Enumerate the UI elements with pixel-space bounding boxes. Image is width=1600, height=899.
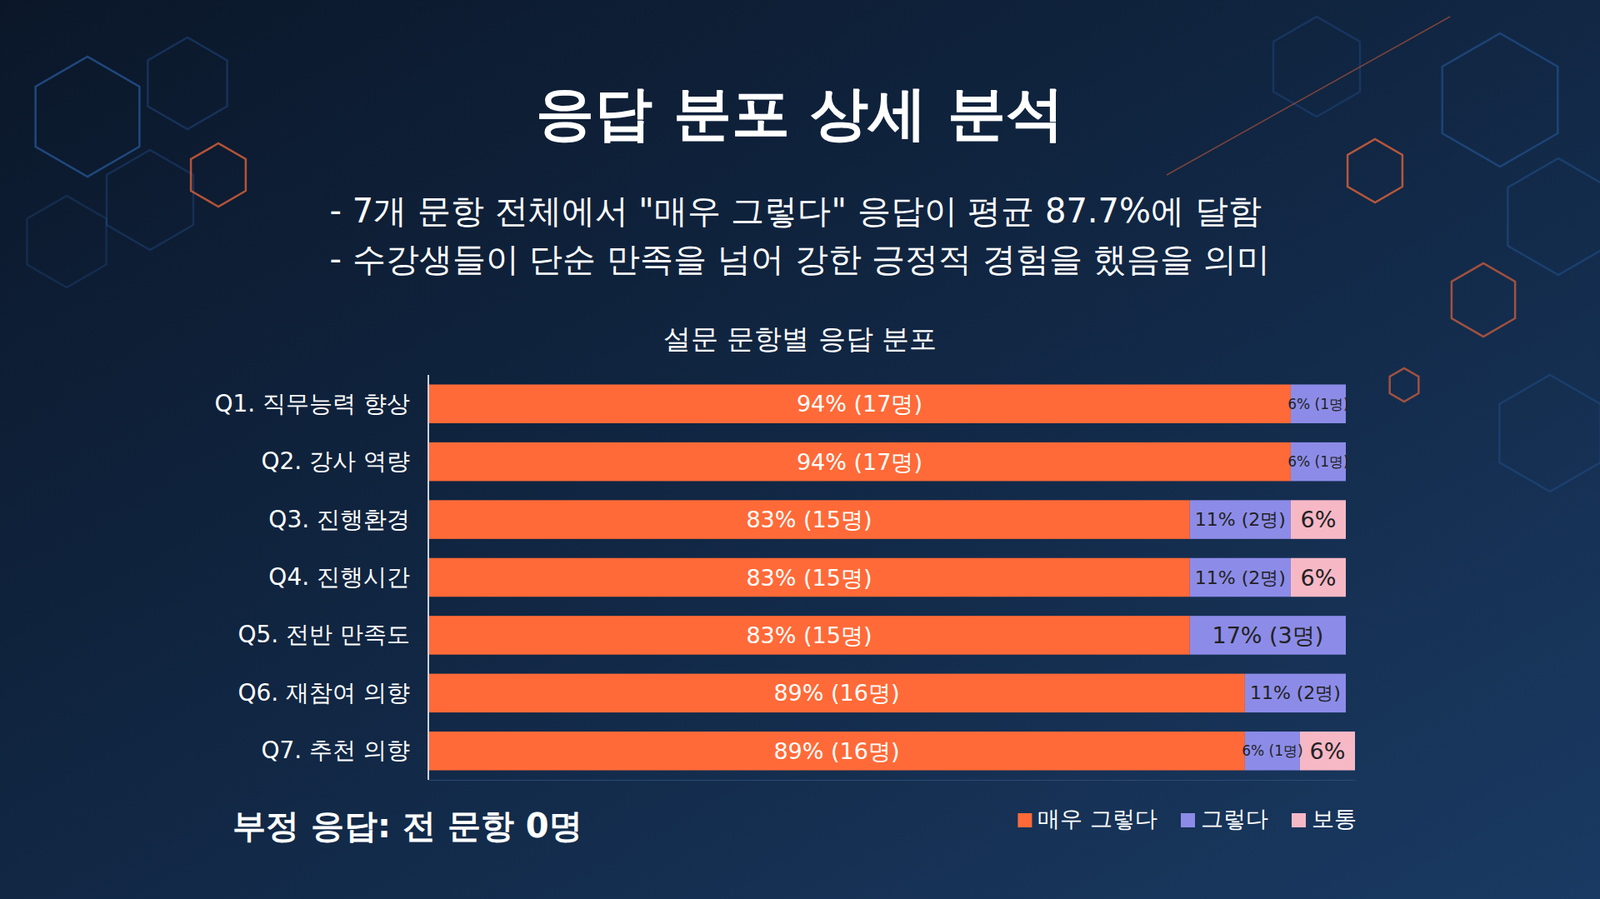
footnote: 부정 응답: 전 문항 0명	[232, 806, 583, 845]
hexagon	[1390, 368, 1420, 402]
y-axis: Q1. 직무능력 향상 Q2. 강사 역량 Q3. 진행환경 Q4. 진행시간 Q5. …	[214, 375, 429, 780]
background	[0, 0, 1600, 899]
tick-label: Q1. 직무능력 향상	[214, 390, 410, 418]
tick: Q4. 진행시간	[268, 563, 410, 591]
data-label: 11% (2명)	[1195, 509, 1286, 530]
tick-label: Q4. 진행시간	[268, 563, 410, 591]
hexagon	[190, 143, 246, 207]
subtitle: - 7개 문항 전체에서 "매우 그렇다" 응답이 평균 87.7%에 달함 - …	[330, 191, 1271, 279]
legend-label: 매우 그렇다	[1037, 805, 1158, 832]
legend-swatch	[1180, 813, 1195, 828]
legend-item: 보통	[1291, 805, 1357, 832]
legend-item: 매우 그렇다	[1017, 805, 1158, 832]
data-label: 11% (2명)	[1250, 682, 1341, 704]
bars	[428, 384, 1355, 770]
bar-segment	[1245, 674, 1346, 714]
bar-segment	[428, 384, 1291, 424]
bar-segment	[1290, 558, 1346, 598]
bar-segment	[428, 442, 1291, 482]
tick-label: Q6. 재참여 의향	[237, 679, 410, 707]
bar-segment	[1190, 558, 1291, 598]
hexagon	[106, 150, 194, 250]
data-label: 94% (17명)	[796, 390, 923, 417]
hexagon	[1442, 33, 1559, 167]
title: 응답 분포 상세 분석	[535, 79, 1064, 148]
data-label: 6% (1명)	[1241, 742, 1303, 760]
bar-segment	[1190, 500, 1291, 540]
tick: Q7. 추천 의향	[260, 736, 410, 765]
tick: Q5. 전반 만족도	[237, 620, 410, 649]
bar-segment	[1290, 500, 1346, 540]
data-label: 17% (3명)	[1211, 622, 1324, 649]
legend-swatch	[1291, 813, 1306, 828]
data-label: 6%	[1310, 738, 1346, 765]
data-label: 83% (15명)	[745, 506, 872, 533]
legend: 매우 그렇다 그렇다 보통	[1017, 805, 1357, 832]
tick: Q3. 진행환경	[268, 505, 410, 534]
tick-label: Q3. 진행환경	[268, 505, 410, 534]
tick: Q6. 재참여 의향	[237, 679, 410, 707]
bar-segment	[1300, 731, 1355, 771]
tick: Q1. 직무능력 향상	[214, 390, 410, 418]
legend-label: 보통	[1311, 805, 1357, 832]
data-label: 6% (1명)	[1287, 453, 1349, 470]
data-label: 83% (15명)	[745, 565, 872, 591]
hexagon	[1273, 16, 1360, 117]
hexagon	[1499, 375, 1600, 492]
subtitle-line: - 수강생들이 단순 만족을 넘어 강한 긍정적 경험을 했음을 의미	[330, 240, 1271, 279]
bar-segment	[428, 674, 1245, 714]
decoration	[26, 16, 1600, 492]
bar-segment	[428, 500, 1190, 540]
tick-label: Q7. 추천 의향	[260, 736, 410, 765]
data-label: 6%	[1300, 506, 1337, 533]
hexagon	[1347, 139, 1403, 203]
legend-item: 그렇다	[1180, 805, 1269, 832]
bar-segment	[428, 558, 1190, 598]
legend-swatch	[1017, 813, 1032, 828]
chart: 응답 분포 상세 분석 - 7개 문항 전체에서 "매우 그렇다" 응답이 평균 …	[0, 0, 1600, 899]
tick-label: Q2. 강사 역량	[260, 447, 410, 475]
data-label: 6% (1명)	[1287, 395, 1349, 413]
data-labels: 94% (17명) 94% (17명) 83% (15명) 83% (15명) 83% …	[745, 390, 1349, 765]
bar-segment	[1190, 615, 1346, 655]
data-label: 89% (16명)	[773, 680, 900, 706]
legend-label: 그렇다	[1200, 805, 1269, 832]
hexagon	[35, 56, 140, 177]
x-axis	[429, 780, 1356, 781]
data-label: 83% (15명)	[745, 622, 872, 649]
axis-line	[429, 780, 1356, 781]
subtitle-line: - 7개 문항 전체에서 "매우 그렇다" 응답이 평균 87.7%에 달함	[330, 191, 1262, 230]
hexagon	[26, 195, 106, 288]
hexagon	[1507, 158, 1600, 275]
tick-label: Q5. 전반 만족도	[237, 620, 410, 649]
data-label: 6%	[1300, 565, 1337, 591]
bar-segment	[428, 615, 1190, 655]
data-label: 89% (16명)	[773, 738, 900, 765]
data-label: 11% (2명)	[1195, 567, 1286, 589]
hexagon	[147, 37, 227, 130]
data-label: 94% (17명)	[796, 449, 923, 475]
hexagon	[1451, 263, 1515, 337]
bar-segment	[428, 731, 1245, 771]
decor-line	[1166, 16, 1450, 175]
tick: Q2. 강사 역량	[260, 447, 410, 475]
plot-title: 설문 문항별 응답 분포	[663, 322, 937, 355]
axis-line	[427, 375, 430, 780]
